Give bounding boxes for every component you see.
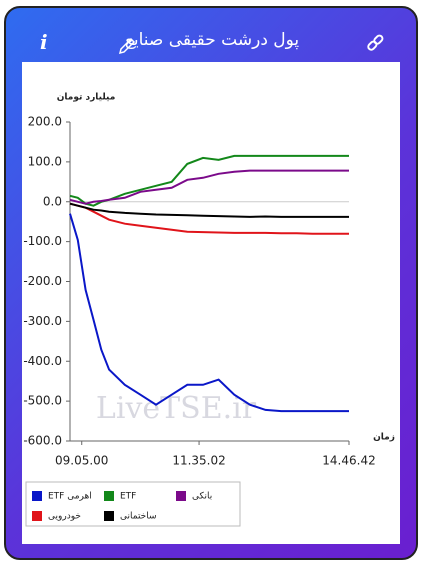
legend-label: ساختمانی [120, 512, 157, 522]
y-tick-label: 0.0 [43, 194, 62, 208]
y-tick-label: -200.0 [23, 274, 62, 288]
y-tick-label: -500.0 [23, 394, 62, 408]
y-tick-label: -100.0 [23, 234, 62, 248]
x-axis-label: زمان [373, 433, 395, 443]
y-tick-label: -600.0 [23, 434, 62, 448]
x-tick-label: 09.05.00 [55, 454, 108, 468]
info-button[interactable]: i [40, 30, 48, 54]
edit-icon[interactable] [118, 37, 136, 55]
series-line [69, 154, 349, 207]
watermark: LiveTSE.ir [96, 391, 257, 426]
legend-label: ETF [120, 492, 136, 502]
series-line [69, 202, 349, 218]
legend-swatch [104, 491, 114, 501]
legend-swatch [176, 491, 186, 501]
legend-label: بانکی [192, 492, 212, 502]
x-tick-label: 11.35.02 [172, 454, 225, 468]
y-tick-label: 100.0 [28, 154, 62, 168]
series-line [69, 169, 349, 205]
series-line [69, 213, 349, 413]
series-line [69, 202, 349, 235]
legend-label: خودرویی [48, 512, 81, 522]
link-icon[interactable] [367, 34, 384, 51]
y-tick-label: 200.0 [28, 115, 62, 129]
y-tick-label: -300.0 [23, 314, 62, 328]
y-tick-label: -400.0 [23, 354, 62, 368]
legend-label: ETF اهرمی [48, 492, 92, 502]
header-title: پول درشت حقیقی صنایع [124, 30, 300, 50]
x-tick-label: 14.46.42 [322, 454, 375, 468]
chart-panel [22, 62, 400, 544]
legend-box [25, 481, 241, 527]
legend-swatch [104, 511, 114, 521]
legend-swatch [32, 491, 42, 501]
y-axis-label: میلیارد تومان [57, 93, 116, 103]
legend-swatch [32, 511, 42, 521]
